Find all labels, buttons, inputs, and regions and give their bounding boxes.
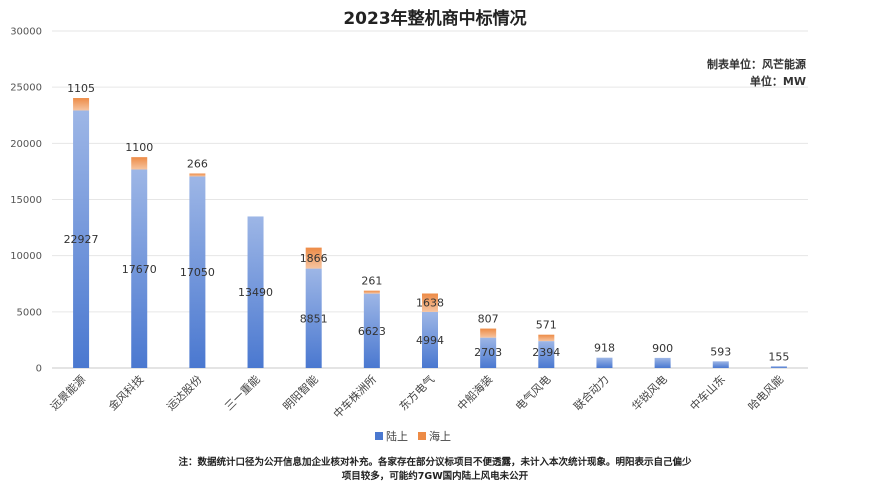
data-label-onshore: 2703: [474, 346, 502, 359]
x-tick-label: 中车株洲所: [330, 372, 379, 421]
y-tick-label: 5000: [17, 307, 42, 318]
bar-offshore: [363, 290, 380, 294]
chart-legend: 陆上 海上: [375, 428, 451, 444]
bar-onshore: [131, 169, 148, 368]
data-label-offshore: 1100: [125, 141, 153, 154]
legend-item-onshore: 陆上: [375, 428, 408, 444]
data-label-offshore: 807: [478, 313, 499, 326]
bar-onshore: [654, 357, 671, 368]
bar-offshore: [538, 334, 555, 342]
x-tick-label: 中船海装: [454, 372, 495, 413]
x-tick-label: 中车山东: [687, 372, 728, 413]
legend-label-offshore: 海上: [429, 430, 451, 443]
x-tick-label: 金风科技: [105, 372, 146, 413]
data-label-onshore: 155: [768, 350, 789, 363]
bar-onshore: [73, 110, 90, 368]
bar-onshore: [189, 176, 206, 368]
data-label-offshore: 1866: [300, 252, 328, 265]
bar-onshore: [770, 366, 787, 368]
x-tick-label: 联合动力: [571, 372, 612, 413]
data-label-onshore: 2394: [532, 346, 560, 359]
x-tick-label: 远景能源: [47, 372, 88, 413]
x-tick-label: 明阳智能: [280, 372, 321, 413]
bar-onshore: [422, 311, 438, 368]
data-label-onshore: 4994: [416, 334, 444, 347]
x-tick-label: 三一重能: [222, 372, 263, 413]
bar-onshore: [596, 357, 613, 368]
bar-offshore: [480, 328, 497, 338]
bar-onshore: [247, 216, 264, 368]
data-label-onshore: 22927: [64, 233, 99, 246]
data-label-onshore: 8851: [300, 312, 328, 325]
legend-swatch-onshore: [375, 432, 383, 440]
data-label-offshore: 261: [361, 275, 382, 288]
chart-title: 2023年整机商中标情况: [343, 9, 527, 29]
source-label: 制表单位：风芒能源: [707, 58, 806, 71]
footnote-line-2: 项目较多，可能约7GW国内陆上风电未公开: [341, 471, 529, 482]
chart-source-note: 制表单位：风芒能源 单位：MW: [707, 56, 806, 90]
legend-label-onshore: 陆上: [386, 430, 408, 443]
y-tick-label: 25000: [10, 83, 42, 94]
x-tick-label: 电气风电: [512, 372, 553, 413]
bar-onshore: [480, 337, 497, 368]
data-label-offshore: 1105: [67, 82, 95, 95]
y-tick-label: 20000: [10, 139, 42, 150]
y-tick-label: 15000: [10, 195, 42, 206]
bar-offshore: [189, 173, 206, 177]
bar-onshore: [712, 361, 729, 368]
bar-onshore: [305, 268, 322, 368]
bar-onshore: [363, 293, 380, 368]
data-label-onshore: 6623: [358, 325, 386, 338]
x-tick-label: 东方电气: [396, 372, 437, 413]
bar-offshore: [73, 98, 90, 111]
data-label-onshore: 918: [594, 342, 615, 355]
data-label-onshore: 17050: [180, 266, 215, 279]
data-label-offshore: 266: [187, 157, 208, 170]
data-label-onshore: 13490: [238, 286, 273, 299]
y-tick-label: 0: [36, 364, 42, 375]
bar-offshore: [422, 293, 438, 312]
y-tick-label: 10000: [10, 251, 42, 262]
data-label-onshore: 593: [710, 345, 731, 358]
footnote: 注：数据统计口径为公开信息加企业核对补充。各家存在部分议标项目不便透露，未计入本…: [0, 456, 870, 484]
legend-item-offshore: 海上: [418, 428, 451, 444]
data-label-onshore: 17670: [122, 263, 157, 276]
data-label-offshore: 571: [536, 319, 557, 332]
bar-onshore: [538, 341, 555, 368]
footnote-line-1: 注：数据统计口径为公开信息加企业核对补充。各家存在部分议标项目不便透露，未计入本…: [178, 457, 692, 468]
bar-offshore: [131, 157, 148, 170]
legend-swatch-offshore: [418, 432, 426, 440]
y-tick-label: 30000: [10, 27, 42, 38]
data-label-offshore: 1638: [416, 297, 444, 310]
x-tick-label: 哈电风能: [745, 372, 786, 413]
unit-label: 单位：MW: [749, 75, 806, 88]
x-tick-label: 运达股份: [164, 373, 204, 413]
bar-offshore: [305, 247, 322, 269]
x-tick-label: 华锐风电: [629, 372, 670, 413]
data-label-onshore: 900: [652, 342, 673, 355]
